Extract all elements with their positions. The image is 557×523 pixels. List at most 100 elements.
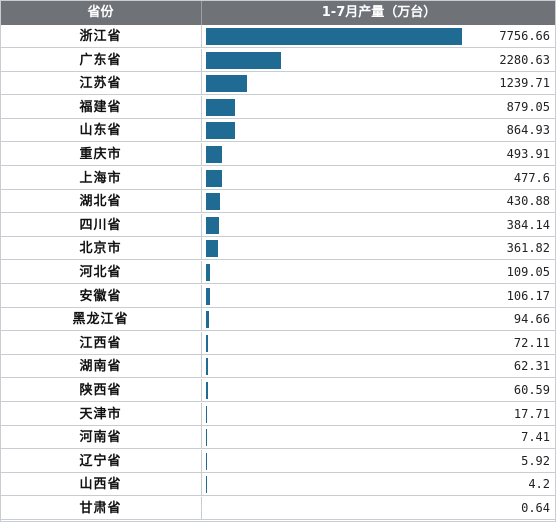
province-label: 湖南省 <box>79 359 122 375</box>
province-label: 广东省 <box>79 52 122 68</box>
column-divider <box>201 25 202 48</box>
table-row: 河南省 7.41 <box>0 426 556 450</box>
province-label: 江西省 <box>79 335 122 351</box>
output-bar <box>206 240 218 258</box>
table-row: 北京市 361.82 <box>0 237 556 261</box>
output-value: 4.2 <box>528 477 550 492</box>
output-value: 94.66 <box>513 312 550 327</box>
table-header: 省份 1-7月产量（万台） <box>0 0 556 25</box>
province-label: 黑龙江省 <box>72 312 129 328</box>
output-bar <box>206 216 219 234</box>
output-bar <box>206 146 223 163</box>
column-divider <box>201 473 202 497</box>
province-label: 甘肃省 <box>79 501 122 516</box>
table-row: 甘肃省 0.64 <box>0 497 556 520</box>
output-value: 0.64 <box>521 501 550 515</box>
table-row: 安徽省 106.17 <box>0 284 556 308</box>
output-value: 430.88 <box>506 194 550 209</box>
table-row: 陕西省 60.59 <box>0 379 556 402</box>
output-value: 7.41 <box>521 430 550 445</box>
column-divider <box>201 237 202 261</box>
header-output: 1-7月产量（万台） <box>321 5 437 20</box>
column-divider <box>201 449 202 473</box>
output-bar <box>206 405 207 423</box>
column-divider <box>201 213 202 237</box>
output-bar <box>206 334 209 352</box>
output-value: 7756.66 <box>499 29 550 43</box>
table-row: 辽宁省 5.92 <box>0 449 556 473</box>
table-row: 湖南省 62.31 <box>0 355 556 379</box>
column-divider <box>201 497 202 520</box>
province-label: 福建省 <box>79 99 122 115</box>
output-value: 109.05 <box>506 265 550 279</box>
province-label: 北京市 <box>79 241 122 257</box>
province-label: 安徽省 <box>79 288 122 304</box>
province-label: 山东省 <box>79 123 122 139</box>
output-bar <box>206 75 247 93</box>
province-label: 河南省 <box>79 430 122 446</box>
province-label: 辽宁省 <box>79 453 122 469</box>
output-value: 60.59 <box>513 383 550 397</box>
column-divider <box>201 261 202 284</box>
output-value: 17.71 <box>513 406 550 421</box>
header-province: 省份 <box>87 5 114 20</box>
table-row: 江苏省 1239.71 <box>0 72 556 96</box>
province-label: 浙江省 <box>79 29 122 44</box>
header-divider <box>201 0 202 25</box>
output-bar <box>206 382 208 399</box>
column-divider <box>201 143 202 166</box>
table-row: 山西省 4.2 <box>0 473 556 497</box>
table-row: 福建省 879.05 <box>0 95 556 119</box>
table-row: 黑龙江省 94.66 <box>0 308 556 332</box>
output-value: 2280.63 <box>499 52 550 67</box>
table-row: 河北省 109.05 <box>0 261 556 284</box>
table-row: 山东省 864.93 <box>0 119 556 143</box>
column-divider <box>201 48 202 72</box>
column-divider <box>201 308 202 332</box>
province-label: 上海市 <box>79 170 122 186</box>
column-divider <box>201 72 202 96</box>
table-row: 上海市 477.6 <box>0 166 556 190</box>
column-divider <box>201 95 202 119</box>
output-bar <box>206 51 282 69</box>
province-label: 湖北省 <box>79 194 122 210</box>
table-row: 广东省 2280.63 <box>0 48 556 72</box>
output-bar <box>206 169 222 187</box>
output-value: 477.6 <box>513 170 550 185</box>
output-bar <box>206 98 235 116</box>
column-divider <box>201 426 202 450</box>
column-divider <box>201 284 202 308</box>
table-row: 天津市 17.71 <box>0 402 556 426</box>
table-row: 浙江省 7756.66 <box>0 25 556 48</box>
output-bar <box>206 287 210 305</box>
output-bar <box>206 311 210 329</box>
column-divider <box>201 190 202 214</box>
output-value: 1239.71 <box>499 76 550 91</box>
output-value: 493.91 <box>506 147 550 161</box>
output-bar <box>206 264 210 281</box>
output-value: 361.82 <box>506 241 550 256</box>
output-value: 62.31 <box>513 359 550 374</box>
column-divider <box>201 402 202 426</box>
column-divider <box>201 379 202 402</box>
output-bar <box>206 358 209 376</box>
output-value: 864.93 <box>506 123 550 138</box>
output-bar <box>206 28 462 45</box>
output-value: 879.05 <box>506 99 550 114</box>
column-divider <box>201 119 202 143</box>
province-label: 河北省 <box>79 265 122 280</box>
province-label: 山西省 <box>79 477 122 493</box>
table-row: 四川省 384.14 <box>0 213 556 237</box>
province-label: 江苏省 <box>79 76 122 92</box>
output-value: 106.17 <box>506 288 550 303</box>
province-label: 陕西省 <box>79 383 122 398</box>
table-row: 湖北省 430.88 <box>0 190 556 214</box>
column-divider <box>201 355 202 379</box>
table-row: 江西省 72.11 <box>0 331 556 355</box>
table-row: 重庆市 493.91 <box>0 143 556 166</box>
column-divider <box>201 166 202 190</box>
output-bar <box>206 193 221 211</box>
output-value: 5.92 <box>521 453 550 468</box>
province-label: 重庆市 <box>79 147 122 162</box>
column-divider <box>201 331 202 355</box>
